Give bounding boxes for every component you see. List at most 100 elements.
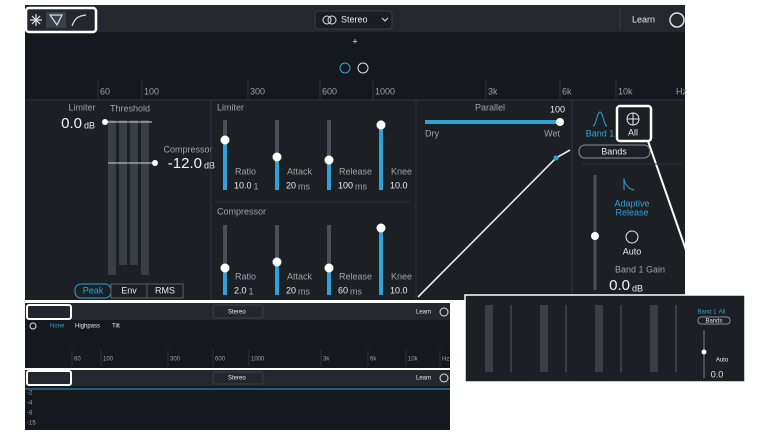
gain-value: 0.0 — [711, 369, 724, 379]
frequency-label: 100 — [103, 357, 114, 363]
filter-buttons: None Highpass Tilt — [50, 324, 120, 330]
stereo-label: Stereo — [228, 310, 246, 316]
mini-sliders — [464, 294, 746, 383]
all-label[interactable]: All — [628, 127, 638, 137]
filter-button[interactable]: None — [50, 324, 65, 330]
frequency-label: 3k — [323, 357, 330, 363]
mini-track — [675, 305, 677, 372]
control-label: Attack — [287, 166, 313, 176]
control-value: 60 — [338, 285, 348, 295]
add-band[interactable]: + — [352, 36, 357, 46]
handle[interactable] — [152, 160, 158, 166]
mini-track — [595, 305, 603, 372]
callout — [464, 294, 746, 383]
learn-button[interactable]: Learn — [632, 14, 655, 24]
slider-handle[interactable] — [220, 135, 230, 145]
solo-icon[interactable] — [357, 62, 369, 74]
level-label: -2 — [27, 391, 33, 397]
slider-handle[interactable] — [272, 257, 282, 267]
solo-icon[interactable] — [29, 322, 37, 330]
handle[interactable] — [553, 155, 559, 161]
level-scale: -2 -4 -8 -15 — [27, 391, 36, 427]
mini-track — [620, 305, 622, 372]
limiter-unit: dB — [84, 120, 95, 130]
control-unit: ms — [298, 181, 310, 191]
section-title: Limiter — [217, 102, 244, 112]
mini-track — [540, 305, 548, 372]
stereo-label: Stereo — [341, 14, 368, 24]
control-value: 10.0 — [390, 285, 408, 295]
learn-button[interactable]: Learn — [416, 310, 431, 316]
stereo-dropdown[interactable] — [212, 371, 264, 385]
frequency-label: 10k — [408, 357, 419, 363]
bands-button[interactable] — [578, 144, 651, 159]
level-label: -4 — [27, 401, 33, 407]
filter-button[interactable]: Tilt — [112, 324, 120, 330]
wet-label: Wet — [544, 128, 560, 138]
control-unit: 1 — [254, 181, 259, 191]
slider-handle[interactable] — [376, 223, 386, 233]
stereo-dropdown[interactable] — [212, 304, 264, 319]
gain-label: Band 1 Gain — [615, 264, 665, 274]
stereo-dropdown[interactable] — [314, 10, 393, 30]
frequency-label: Hz — [442, 357, 449, 363]
handle[interactable] — [591, 232, 599, 240]
level-label: -15 — [27, 421, 36, 427]
parallel-value: 100 — [550, 104, 565, 114]
slider-handle[interactable] — [376, 120, 386, 130]
bypass-icon[interactable] — [339, 62, 351, 74]
band-icon[interactable] — [592, 111, 608, 127]
frequency-label: 10k — [618, 86, 633, 96]
frequency-label: 60 — [100, 86, 110, 96]
learn-button[interactable]: Learn — [416, 376, 431, 382]
slider-handle[interactable] — [272, 152, 282, 162]
mode-icons[interactable] — [30, 12, 87, 28]
control-value: 100 — [338, 180, 353, 190]
handle[interactable] — [556, 118, 564, 126]
frequency-scale: 60 100 300 600 1000 3k 6k 10k Hz — [97, 80, 687, 100]
frequency-label: 300 — [170, 357, 181, 363]
frequency-label: 6k — [370, 357, 377, 363]
control-unit: ms — [298, 286, 310, 296]
reset-icon[interactable] — [669, 12, 685, 28]
control-unit: 1 — [249, 286, 254, 296]
callout — [26, 370, 72, 386]
mode-label: Peak — [83, 285, 104, 295]
mode-button[interactable] — [146, 283, 184, 299]
slider-handle[interactable] — [324, 263, 334, 273]
control-label: Knee — [391, 166, 412, 176]
slider-handle[interactable] — [324, 155, 334, 165]
spectrum — [25, 32, 685, 100]
band-label[interactable]: Band 1 — [586, 128, 615, 138]
handle[interactable] — [102, 119, 108, 125]
bands-label: Bands — [601, 146, 627, 156]
auto-icon[interactable] — [625, 230, 639, 244]
level-label: -8 — [27, 411, 33, 417]
callout-line — [647, 140, 703, 297]
stereo-label: Stereo — [228, 376, 246, 382]
frequency-scale: 60 100 300 600 1000 3k 6k 10k Hz — [71, 350, 449, 366]
gain-unit: dB — [632, 283, 643, 293]
callout — [615, 104, 653, 143]
section-title: Compressor — [217, 206, 266, 216]
slider-handle[interactable] — [220, 263, 230, 273]
compressor-value: -12.0 — [168, 155, 202, 172]
frequency-label: 3k — [488, 86, 498, 96]
compressor-unit: dB — [204, 160, 215, 170]
control-label: Ratio — [235, 166, 256, 176]
reset-icon[interactable] — [439, 373, 449, 383]
compressor-label: Compressor — [163, 144, 212, 154]
frequency-label: 6k — [562, 86, 572, 96]
threshold-label: Threshold — [110, 103, 150, 113]
filter-button[interactable]: Highpass — [75, 324, 100, 330]
bands-button[interactable] — [697, 316, 731, 325]
adaptive-icon[interactable] — [623, 178, 635, 191]
reset-icon[interactable] — [439, 307, 449, 317]
control-label: Attack — [287, 271, 313, 281]
control-unit: ms — [355, 181, 367, 191]
control-label: Release — [339, 271, 372, 281]
mini-track — [650, 305, 658, 372]
adaptive-label: Adaptive — [614, 198, 649, 208]
